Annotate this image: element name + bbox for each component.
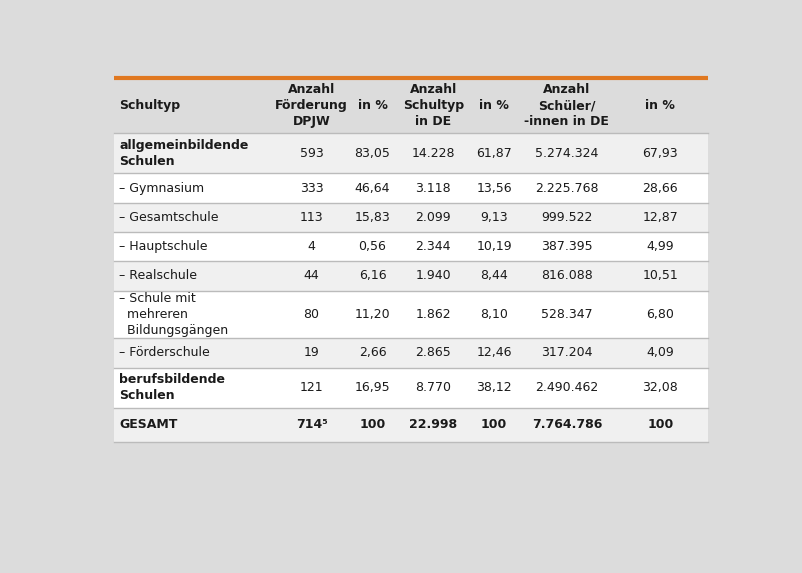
Text: 4,09: 4,09: [646, 347, 674, 359]
Text: 100: 100: [359, 418, 386, 431]
Text: Anzahl
Schüler/
-innen in DE: Anzahl Schüler/ -innen in DE: [525, 83, 610, 128]
Text: GESAMT: GESAMT: [119, 418, 177, 431]
Text: – Förderschule: – Förderschule: [119, 347, 210, 359]
Text: 714⁵: 714⁵: [296, 418, 327, 431]
Bar: [114, 291, 708, 338]
Text: 15,83: 15,83: [354, 211, 391, 224]
Text: 6,80: 6,80: [646, 308, 674, 321]
Text: 2.099: 2.099: [415, 211, 451, 224]
Text: 1.940: 1.940: [415, 269, 451, 282]
Text: 6,16: 6,16: [358, 269, 387, 282]
Bar: [114, 78, 708, 134]
Text: Anzahl
Förderung
DPJW: Anzahl Förderung DPJW: [275, 83, 348, 128]
Text: 2.225.768: 2.225.768: [535, 182, 598, 195]
Text: 13,56: 13,56: [476, 182, 512, 195]
Text: 10,19: 10,19: [476, 240, 512, 253]
Text: 100: 100: [481, 418, 507, 431]
Text: 11,20: 11,20: [354, 308, 391, 321]
Text: 14.228: 14.228: [411, 147, 455, 160]
Text: 3.118: 3.118: [415, 182, 451, 195]
Bar: [114, 367, 708, 407]
Bar: [114, 174, 708, 203]
Text: 113: 113: [300, 211, 323, 224]
Text: 333: 333: [300, 182, 323, 195]
Bar: [114, 134, 708, 174]
Text: in %: in %: [358, 99, 387, 112]
Text: 8,44: 8,44: [480, 269, 508, 282]
Text: 593: 593: [300, 147, 323, 160]
Text: 8.770: 8.770: [415, 381, 452, 394]
Text: 4,99: 4,99: [646, 240, 674, 253]
Text: 10,51: 10,51: [642, 269, 678, 282]
Text: 67,93: 67,93: [642, 147, 678, 160]
Text: 528.347: 528.347: [541, 308, 593, 321]
Text: 38,12: 38,12: [476, 381, 512, 394]
Text: 0,56: 0,56: [358, 240, 387, 253]
Text: 80: 80: [304, 308, 319, 321]
Text: 7.764.786: 7.764.786: [532, 418, 602, 431]
Text: 12,46: 12,46: [476, 347, 512, 359]
Text: Anzahl
Schultyp
in DE: Anzahl Schultyp in DE: [403, 83, 464, 128]
Bar: [114, 407, 708, 442]
Text: 5.274.324: 5.274.324: [535, 147, 598, 160]
Text: 9,13: 9,13: [480, 211, 508, 224]
Text: 317.204: 317.204: [541, 347, 593, 359]
Text: in %: in %: [646, 99, 675, 112]
Text: 61,87: 61,87: [476, 147, 512, 160]
Text: allgemeinbildende
Schulen: allgemeinbildende Schulen: [119, 139, 249, 168]
Text: 46,64: 46,64: [354, 182, 391, 195]
Text: 28,66: 28,66: [642, 182, 678, 195]
Text: 121: 121: [300, 381, 323, 394]
Text: berufsbildende
Schulen: berufsbildende Schulen: [119, 373, 225, 402]
Text: 2.344: 2.344: [415, 240, 451, 253]
Text: 32,08: 32,08: [642, 381, 678, 394]
Text: Schultyp: Schultyp: [119, 99, 180, 112]
Text: 19: 19: [304, 347, 319, 359]
Text: – Schule mit
  mehreren
  Bildungsgängen: – Schule mit mehreren Bildungsgängen: [119, 292, 229, 337]
Text: 44: 44: [304, 269, 319, 282]
Text: 1.862: 1.862: [415, 308, 451, 321]
Bar: [114, 203, 708, 232]
Text: 100: 100: [647, 418, 674, 431]
Bar: [114, 232, 708, 261]
Text: 16,95: 16,95: [354, 381, 391, 394]
Text: 8,10: 8,10: [480, 308, 508, 321]
Text: 4: 4: [308, 240, 315, 253]
Text: in %: in %: [480, 99, 509, 112]
Text: 83,05: 83,05: [354, 147, 391, 160]
Text: 2.490.462: 2.490.462: [535, 381, 598, 394]
Text: – Gesamtschule: – Gesamtschule: [119, 211, 219, 224]
Text: – Gymnasium: – Gymnasium: [119, 182, 205, 195]
Text: 22.998: 22.998: [409, 418, 457, 431]
Text: – Hauptschule: – Hauptschule: [119, 240, 208, 253]
Text: 2,66: 2,66: [358, 347, 387, 359]
Bar: [114, 338, 708, 367]
Text: 816.088: 816.088: [541, 269, 593, 282]
Text: 12,87: 12,87: [642, 211, 678, 224]
Text: – Realschule: – Realschule: [119, 269, 197, 282]
Text: 999.522: 999.522: [541, 211, 593, 224]
Text: 2.865: 2.865: [415, 347, 452, 359]
Bar: [114, 261, 708, 291]
Text: 387.395: 387.395: [541, 240, 593, 253]
